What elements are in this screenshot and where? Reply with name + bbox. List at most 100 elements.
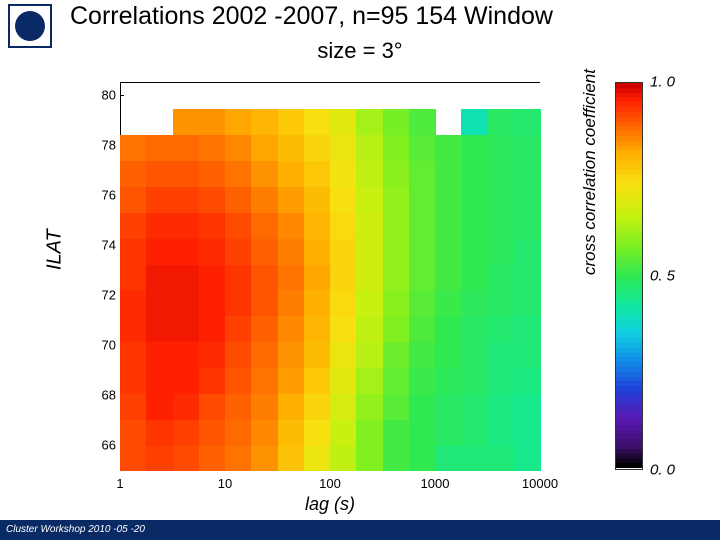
heatmap-cell [120,290,147,316]
heatmap-cell [304,290,331,316]
heatmap-cell [251,264,278,290]
heatmap-cells [120,83,540,471]
y-tick-label: 66 [102,437,116,452]
heatmap-cell [304,212,331,238]
heatmap-cell [330,238,357,264]
heatmap-cell [304,186,331,212]
heatmap-cell [278,238,305,264]
heatmap-cell [199,109,226,135]
heatmap-cell [383,161,410,187]
heatmap-cell [409,264,436,290]
heatmap-cell [199,264,226,290]
heatmap-cell [251,135,278,161]
heatmap-cell [146,316,173,342]
heatmap-cell [120,238,147,264]
y-tick-label: 76 [102,187,116,202]
heatmap-cell [251,290,278,316]
y-tick-label: 80 [102,87,116,102]
heatmap-cell [383,109,410,135]
y-ticks: 6668707274767880 [100,82,120,470]
x-tick-label: 10 [218,476,232,491]
heatmap-cell [304,238,331,264]
heatmap-cell [356,238,383,264]
heatmap-cell [488,368,515,394]
heatmap-cell [356,264,383,290]
heatmap-cell [435,316,462,342]
heatmap-cell [199,186,226,212]
heatmap-cell [488,186,515,212]
heatmap-cell [120,316,147,342]
heatmap-cell [435,238,462,264]
heatmap-cell [225,135,252,161]
heatmap-cell [356,368,383,394]
heatmap-cell [356,342,383,368]
heatmap-cell [435,290,462,316]
y-tick-label: 68 [102,387,116,402]
heatmap-cell [409,445,436,471]
heatmap-cell [383,316,410,342]
heatmap-cell [383,342,410,368]
heatmap-cell [330,445,357,471]
heatmap-cell [514,419,541,445]
heatmap-cell [514,264,541,290]
heatmap-cell [120,368,147,394]
heatmap-cell [173,264,200,290]
heatmap-cell [120,186,147,212]
heatmap-cell [514,212,541,238]
heatmap-cell [488,264,515,290]
heatmap-cell [173,445,200,471]
heatmap-cell [461,316,488,342]
heatmap-cell [356,135,383,161]
heatmap-cell [278,212,305,238]
heatmap-cell [383,445,410,471]
heatmap-cell [330,186,357,212]
heatmap-cell [278,316,305,342]
heatmap-cell [278,419,305,445]
heatmap-cell [488,445,515,471]
heatmap-cell [461,161,488,187]
heatmap-cell [461,393,488,419]
heatmap-cell [146,238,173,264]
x-ticks: 110100100010000 [120,472,540,492]
heatmap-cell [146,186,173,212]
heatmap-cell [225,419,252,445]
heatmap-cell [173,290,200,316]
heatmap-cell [330,212,357,238]
heatmap-cell [304,264,331,290]
heatmap-cell [304,135,331,161]
heatmap-cell [278,135,305,161]
heatmap-cell [251,419,278,445]
heatmap-cell [514,316,541,342]
heatmap-cell [199,212,226,238]
heatmap-cell [435,186,462,212]
heatmap-cell [251,445,278,471]
page-subtitle: size = 3° [0,38,720,64]
heatmap-cell [514,161,541,187]
heatmap-cell [383,290,410,316]
slide: Correlations 2002 -2007, n=95 154 Window… [0,0,720,540]
heatmap-cell [435,161,462,187]
heatmap-cell [330,109,357,135]
heatmap-cell [173,212,200,238]
heatmap-cell [409,290,436,316]
heatmap-cell [251,161,278,187]
heatmap-cell [173,186,200,212]
heatmap-cell [461,368,488,394]
colorbar-segment [616,463,642,468]
heatmap-cell [146,161,173,187]
heatmap-cell [488,212,515,238]
heatmap-cell [173,419,200,445]
heatmap-cell [251,316,278,342]
heatmap-cell [514,393,541,419]
heatmap-cell [304,316,331,342]
heatmap-cell [356,445,383,471]
heatmap-cell [146,264,173,290]
heatmap-cell [461,186,488,212]
heatmap-cell [435,445,462,471]
y-axis-label: ILAT [44,229,67,270]
heatmap-cell [199,445,226,471]
heatmap-cell [173,316,200,342]
heatmap-cell [120,445,147,471]
heatmap-cell [488,290,515,316]
colorbar [615,82,643,470]
